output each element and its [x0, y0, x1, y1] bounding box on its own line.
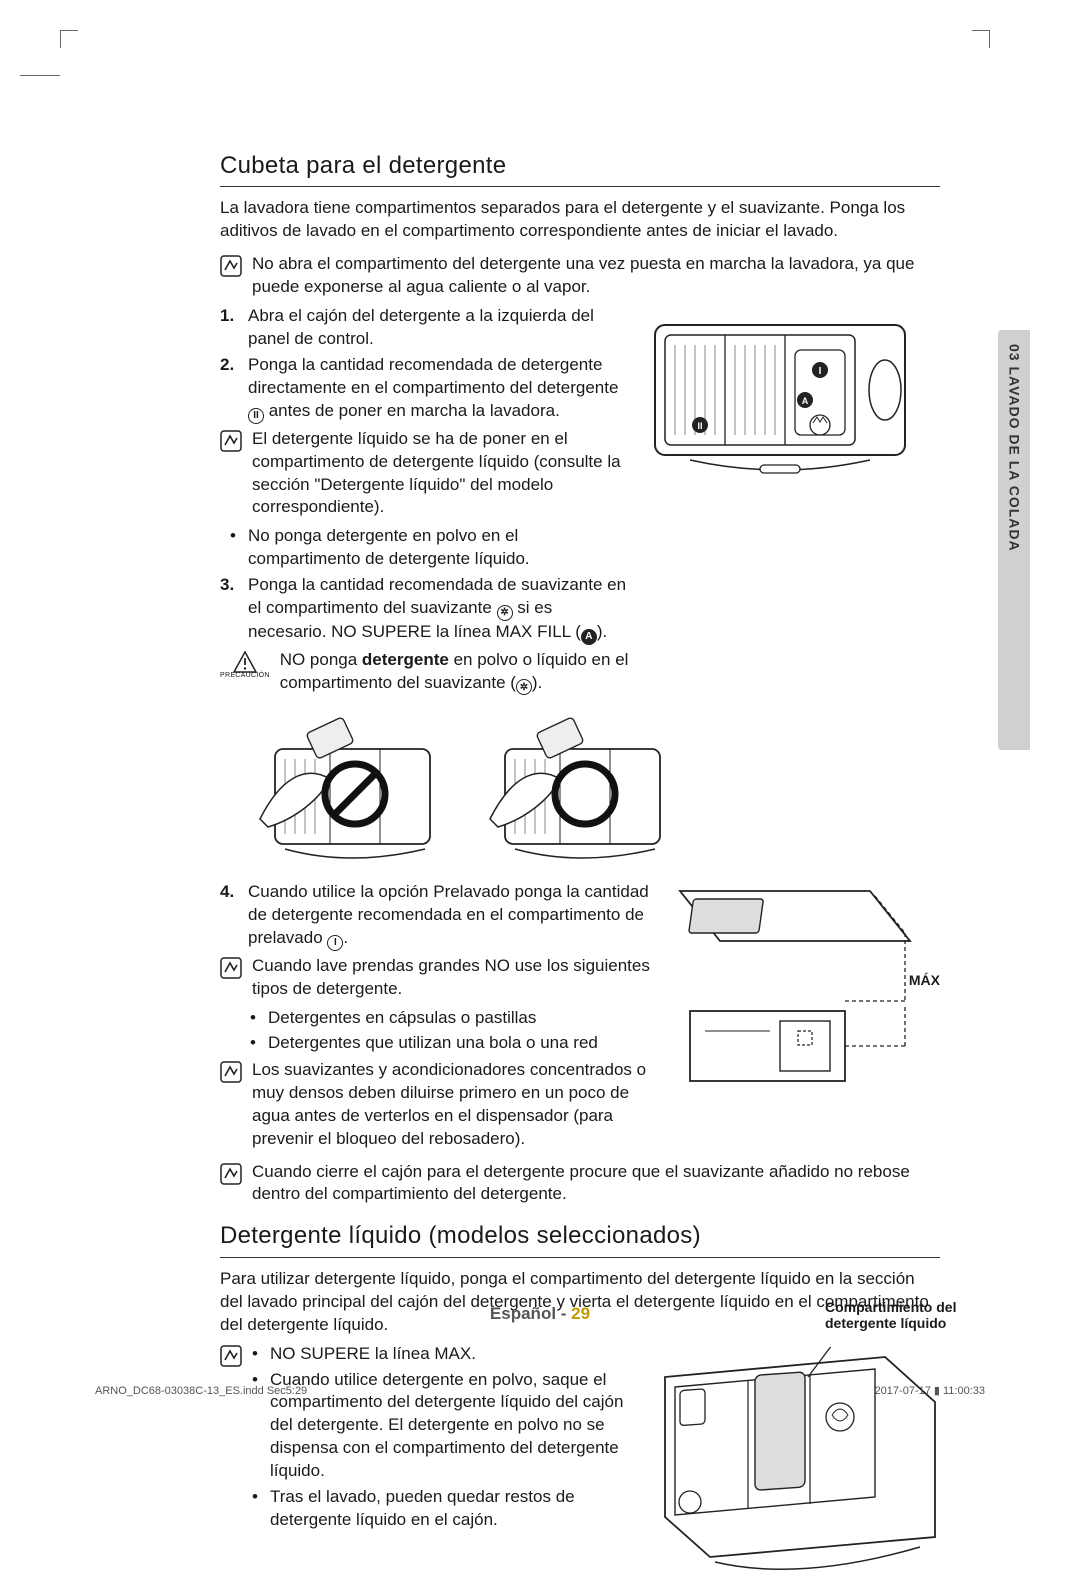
sub-capsules: Detergentes en cápsulas o pastillas: [268, 1007, 650, 1030]
heading-liquid-detergent: Detergente líquido (modelos seleccionado…: [220, 1220, 940, 1257]
liquid-note: NO SUPERE la línea MAX. Cuando utilice d…: [220, 1343, 645, 1536]
svg-text:I: I: [819, 366, 822, 377]
svg-text:II: II: [697, 421, 702, 431]
footer-page-number: 29: [571, 1304, 590, 1323]
heading-detergent-drawer: Cubeta para el detergente: [220, 150, 940, 187]
caution-text: NO ponga detergente en polvo o líquido e…: [280, 649, 630, 696]
caution-icon: [220, 651, 270, 673]
crop-mark-ml: [20, 75, 60, 76]
liq-bullet-max: NO SUPERE la línea MAX.: [270, 1343, 645, 1366]
figure-pour-wrong: [250, 709, 450, 869]
softener-icon: ✲: [516, 679, 532, 695]
note-5: Cuando cierre el cajón para el detergent…: [220, 1161, 940, 1207]
figure-pour-wrong-right: [250, 709, 940, 869]
note-5-text: Cuando cierre el cajón para el detergent…: [252, 1161, 940, 1207]
note-3: Cuando lave prendas grandes NO use los s…: [220, 955, 650, 1001]
steps-list-4: 4. Cuando utilice la opción Prelavado po…: [220, 881, 650, 951]
liquid-bullets: NO SUPERE la línea MAX. Cuando utilice d…: [252, 1343, 645, 1533]
compartment-I-icon: I: [327, 935, 343, 951]
step-3: 3. Ponga la cantidad recomendada de suav…: [248, 574, 630, 644]
steps-list: 1.Abra el cajón del detergente a la izqu…: [220, 305, 630, 424]
sub-ball-net: Detergentes que utilizan una bola o una …: [268, 1032, 650, 1055]
marker-A-icon: A: [581, 629, 597, 645]
step-4: 4. Cuando utilice la opción Prelavado po…: [248, 881, 650, 951]
intro-text: La lavadora tiene compartimentos separad…: [220, 197, 940, 243]
figure-max-line: MÁX: [670, 881, 940, 1111]
softener-icon: ✲: [497, 605, 513, 621]
meta-filename: ARNO_DC68-03038C-13_ES.indd Sec5:29: [95, 1384, 307, 1399]
detergent-types-list: Detergentes en cápsulas o pastillas Dete…: [220, 1007, 650, 1055]
side-tab: 03 LAVADO DE LA COLADA: [998, 330, 1030, 750]
footer-lang: Español -: [490, 1304, 571, 1323]
note-1: No abra el compartimento del detergente …: [220, 253, 940, 299]
crop-mark-tr: [972, 30, 990, 48]
side-tab-label: 03 LAVADO DE LA COLADA: [1005, 344, 1024, 552]
svg-text:A: A: [802, 396, 809, 406]
step-2: 2. Ponga la cantidad recomendada de dete…: [248, 354, 630, 424]
figure-pour-right: [480, 709, 680, 869]
note-icon: [220, 430, 242, 452]
meta-timestamp: 2017-07-17 ▮ 11:00:33: [875, 1384, 985, 1399]
liq-bullet-residue: Tras el lavado, pueden quedar restos de …: [270, 1486, 645, 1532]
note-4-text: Los suavizantes y acondicionadores conce…: [252, 1059, 650, 1151]
bullet-list-1: No ponga detergente en polvo en el compa…: [220, 525, 630, 571]
note-icon: [220, 957, 242, 979]
compartment-II-icon: II: [248, 408, 264, 424]
crop-mark-tl: [60, 30, 78, 48]
note-1-text: No abra el compartimento del detergente …: [252, 253, 940, 299]
note-icon: [220, 1345, 242, 1367]
figure-liquid-compartment: Compartimiento del detergente líquido: [660, 1347, 940, 1577]
note-4: Los suavizantes y acondicionadores conce…: [220, 1059, 650, 1151]
step-1: 1.Abra el cajón del detergente a la izqu…: [248, 305, 630, 351]
note-icon: [220, 255, 242, 277]
note-2-text: El detergente líquido se ha de poner en …: [252, 428, 630, 520]
note-icon: [220, 1163, 242, 1185]
steps-list-3: 3. Ponga la cantidad recomendada de suav…: [220, 574, 630, 644]
page-content: Cubeta para el detergente La lavadora ti…: [220, 150, 940, 1577]
note-2: El detergente líquido se ha de poner en …: [220, 428, 630, 520]
note-3-text: Cuando lave prendas grandes NO use los s…: [252, 955, 650, 1001]
max-label: MÁX: [909, 971, 940, 990]
liq-bullet-powder: Cuando utilice detergente en polvo, saqu…: [270, 1369, 645, 1484]
note-icon: [220, 1061, 242, 1083]
figure-drawer-top: I A II: [650, 305, 940, 515]
page-footer: Español - 29: [0, 1303, 1080, 1326]
caution-label: PRECAUCIÓN: [220, 671, 270, 680]
bullet-no-powder: No ponga detergente en polvo en el compa…: [248, 525, 630, 571]
caution-1: PRECAUCIÓN NO ponga detergente en polvo …: [220, 649, 630, 696]
